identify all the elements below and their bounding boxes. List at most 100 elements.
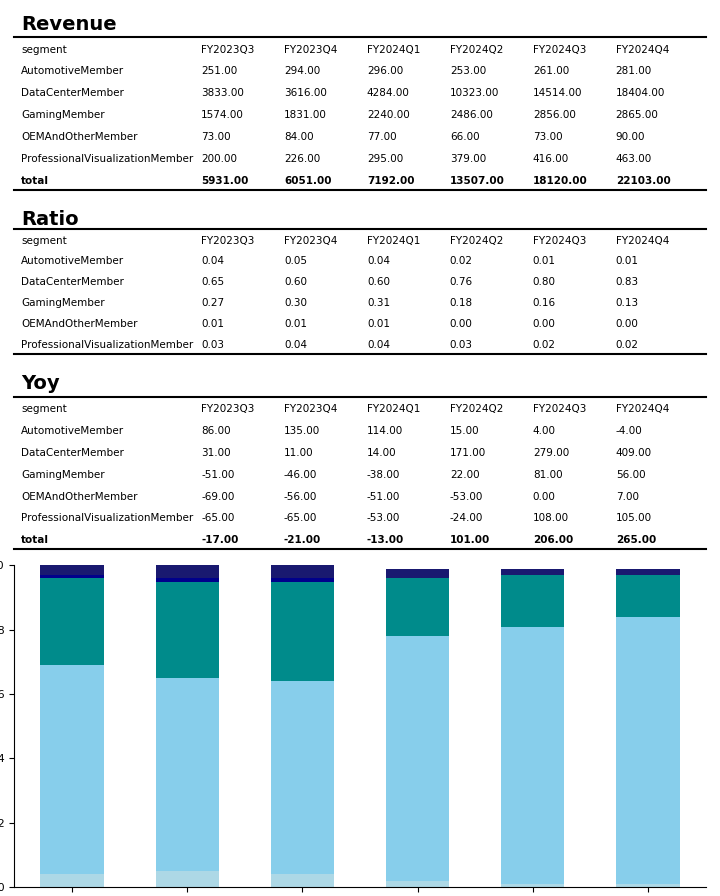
Text: FY2024Q2: FY2024Q2 [450,45,503,55]
Text: 0.76: 0.76 [450,277,473,287]
Text: 105.00: 105.00 [616,513,652,523]
Text: 226.00: 226.00 [284,154,320,164]
Bar [40,575,104,578]
Text: 108.00: 108.00 [533,513,569,523]
Text: 5931.00: 5931.00 [201,176,248,185]
Text: 294.00: 294.00 [284,66,320,76]
Bar [156,871,219,887]
Text: GamingMember: GamingMember [22,298,105,308]
Bar [156,678,219,871]
Text: -4.00: -4.00 [616,426,642,436]
Text: -21.00: -21.00 [284,535,321,546]
Text: 31.00: 31.00 [201,448,230,458]
Text: FY2024Q4: FY2024Q4 [616,236,669,246]
Text: AutomotiveMember: AutomotiveMember [22,426,125,436]
Text: 0.03: 0.03 [450,340,473,349]
Text: 251.00: 251.00 [201,66,238,76]
Text: FY2023Q3: FY2023Q3 [201,45,254,55]
Text: GamingMember: GamingMember [22,110,105,120]
Text: ProfessionalVisualizationMember: ProfessionalVisualizationMember [22,513,194,523]
Text: 11.00: 11.00 [284,448,314,458]
Bar [271,578,334,582]
Bar [501,626,564,883]
Text: FY2024Q1: FY2024Q1 [367,45,420,55]
Text: 77.00: 77.00 [367,132,397,142]
Text: total: total [22,176,49,185]
Text: Yoy: Yoy [22,375,60,393]
Text: 135.00: 135.00 [284,426,320,436]
Text: 0.04: 0.04 [201,256,224,266]
Bar [386,881,449,887]
Text: FY2023Q3: FY2023Q3 [201,236,254,246]
Text: GamingMember: GamingMember [22,470,105,479]
Text: 0.83: 0.83 [616,277,639,287]
Text: AutomotiveMember: AutomotiveMember [22,256,125,266]
Text: 0.00: 0.00 [616,319,639,329]
Text: 66.00: 66.00 [450,132,480,142]
Text: -65.00: -65.00 [284,513,318,523]
Text: 86.00: 86.00 [201,426,230,436]
Text: -46.00: -46.00 [284,470,318,479]
Text: -17.00: -17.00 [201,535,238,546]
Text: 0.04: 0.04 [367,256,390,266]
Text: 295.00: 295.00 [367,154,403,164]
Text: 0.02: 0.02 [450,256,473,266]
Text: 2865.00: 2865.00 [616,110,659,120]
Text: FY2023Q4: FY2023Q4 [284,404,338,414]
Bar [501,575,564,626]
Text: 18404.00: 18404.00 [616,89,665,99]
Text: -65.00: -65.00 [201,513,235,523]
Text: 14.00: 14.00 [367,448,397,458]
Text: 281.00: 281.00 [616,66,652,76]
Text: 0.01: 0.01 [284,319,307,329]
Text: 206.00: 206.00 [533,535,573,546]
Text: ProfessionalVisualizationMember: ProfessionalVisualizationMember [22,154,194,164]
Text: FY2023Q4: FY2023Q4 [284,45,338,55]
Bar [386,578,449,636]
Text: OEMAndOtherMember: OEMAndOtherMember [22,492,138,502]
Text: 0.60: 0.60 [284,277,307,287]
Bar [616,575,680,616]
Text: 1831.00: 1831.00 [284,110,327,120]
Text: 0.80: 0.80 [533,277,556,287]
Text: ProfessionalVisualizationMember: ProfessionalVisualizationMember [22,340,194,349]
Text: 0.60: 0.60 [367,277,390,287]
Text: 2240.00: 2240.00 [367,110,410,120]
Text: 114.00: 114.00 [367,426,403,436]
Text: 171.00: 171.00 [450,448,486,458]
Text: FY2023Q3: FY2023Q3 [201,404,254,414]
Text: 90.00: 90.00 [616,132,645,142]
Text: 84.00: 84.00 [284,132,314,142]
Text: 7.00: 7.00 [616,492,639,502]
Text: 0.05: 0.05 [284,256,307,266]
Text: 200.00: 200.00 [201,154,237,164]
Text: 2856.00: 2856.00 [533,110,576,120]
Bar [501,569,564,575]
Bar [40,565,104,575]
Text: Ratio: Ratio [22,211,79,229]
Text: 0.31: 0.31 [367,298,390,308]
Text: 6051.00: 6051.00 [284,176,331,185]
Text: FY2024Q3: FY2024Q3 [533,404,586,414]
Text: 4284.00: 4284.00 [367,89,410,99]
Text: FY2024Q4: FY2024Q4 [616,45,669,55]
Text: 379.00: 379.00 [450,154,486,164]
Text: 416.00: 416.00 [533,154,569,164]
Text: segment: segment [22,45,67,55]
Text: 0.00: 0.00 [533,319,556,329]
Text: 0.01: 0.01 [201,319,224,329]
Text: 22.00: 22.00 [450,470,480,479]
Text: 0.30: 0.30 [284,298,307,308]
Bar [40,578,104,665]
Text: 73.00: 73.00 [201,132,230,142]
Text: FY2024Q4: FY2024Q4 [616,404,669,414]
Text: 3616.00: 3616.00 [284,89,327,99]
Text: 0.65: 0.65 [201,277,224,287]
Text: 101.00: 101.00 [450,535,490,546]
Text: 409.00: 409.00 [616,448,652,458]
Text: FY2024Q1: FY2024Q1 [367,404,420,414]
Text: 0.27: 0.27 [201,298,224,308]
Text: total: total [22,535,49,546]
Text: 463.00: 463.00 [616,154,652,164]
Text: 22103.00: 22103.00 [616,176,670,185]
